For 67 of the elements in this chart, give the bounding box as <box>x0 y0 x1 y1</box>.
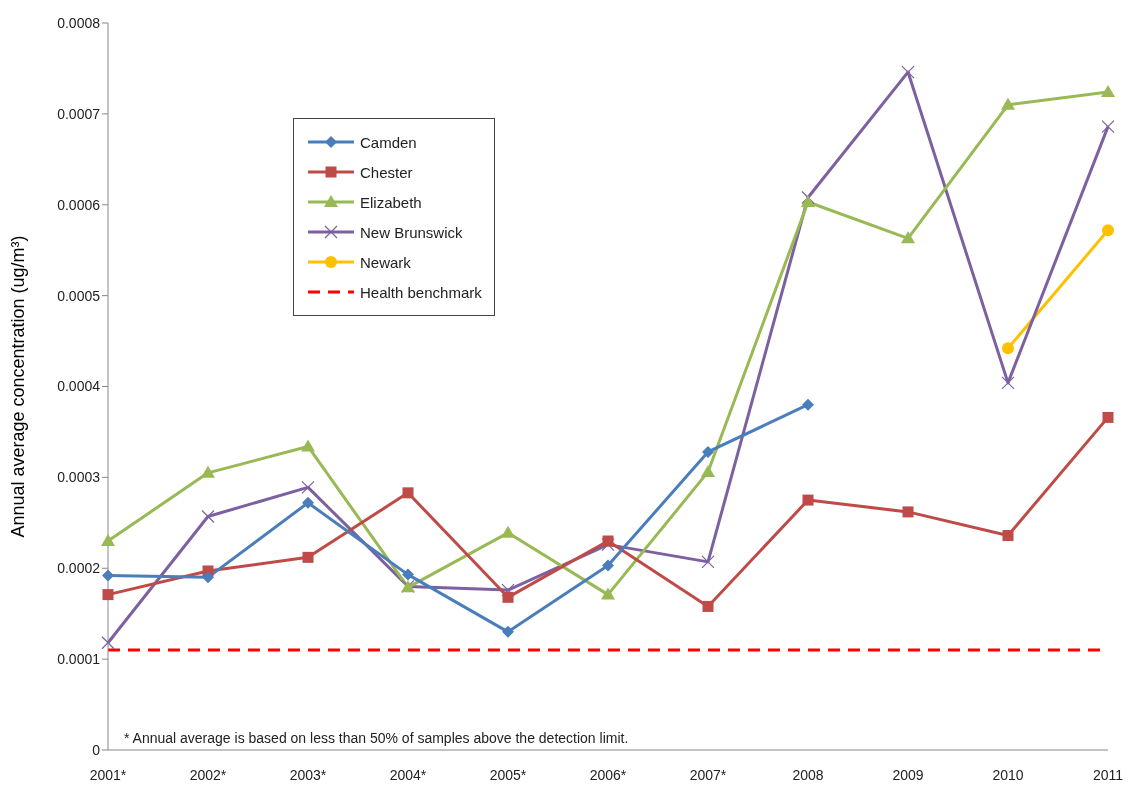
point <box>502 625 514 638</box>
point <box>602 535 614 547</box>
point <box>902 506 914 518</box>
legend-label: Elizabeth <box>360 193 422 211</box>
point <box>201 465 215 478</box>
x-tick-label: 2003* <box>289 766 327 783</box>
y-tick-label: 0.0007 <box>57 105 101 122</box>
x-tick-label: 2009 <box>892 766 924 783</box>
point <box>1002 530 1014 542</box>
y-tick-label: 0.0008 <box>57 14 101 31</box>
point <box>602 559 614 572</box>
point <box>901 65 915 79</box>
point <box>702 445 714 458</box>
x-tick-label: 2006* <box>589 766 627 783</box>
point <box>1001 376 1015 390</box>
y-tick-label: 0.0003 <box>57 469 101 486</box>
x-tick-label: 2010 <box>992 766 1024 783</box>
point <box>802 494 814 506</box>
point <box>801 190 815 205</box>
x-tick-label: 2004* <box>389 766 427 783</box>
point <box>102 589 114 601</box>
y-tick-label: 0.0006 <box>57 196 101 213</box>
x-tick-label: 2007* <box>689 766 727 783</box>
legend-label: Camden <box>360 133 417 151</box>
point <box>901 231 915 244</box>
point <box>702 600 714 612</box>
y-tick-label: 0 <box>92 741 101 758</box>
legend-label: New Brunswick <box>360 223 463 241</box>
point <box>1101 85 1115 98</box>
point <box>1101 120 1115 134</box>
point <box>301 439 315 452</box>
point <box>402 568 414 581</box>
point <box>202 571 214 584</box>
x-tick-label: 2001* <box>89 766 127 783</box>
x-tick-label: 2008 <box>792 766 824 783</box>
legend-label: Chester <box>360 163 413 181</box>
y-axis-title: Annual average concentration (ug/m³) <box>8 235 29 538</box>
y-tick-label: 0.0005 <box>57 287 101 304</box>
y-tick-label: 0.0002 <box>57 560 101 577</box>
point <box>1001 97 1015 110</box>
point <box>701 464 715 477</box>
point <box>402 487 414 499</box>
point <box>1002 342 1014 355</box>
x-tick-label: 2002* <box>189 766 227 783</box>
legend-label: Health benchmark <box>360 283 482 301</box>
y-tick-label: 0.0004 <box>57 378 101 395</box>
point <box>801 195 815 208</box>
legend-label: Newark <box>360 253 411 271</box>
point <box>302 496 314 509</box>
point <box>501 583 515 597</box>
annotation: * Annual average is based on less than 50% of samples above the detection limit. <box>124 730 629 746</box>
point <box>1102 224 1114 237</box>
point <box>101 636 115 650</box>
x-tick-label: 2011 <box>1092 766 1124 783</box>
point <box>201 509 215 524</box>
point <box>701 555 715 569</box>
point <box>802 398 814 411</box>
point <box>601 587 615 600</box>
x-tick-label: 2005* <box>489 766 527 783</box>
y-tick-label: 0.0001 <box>57 651 101 668</box>
point <box>501 525 515 538</box>
point <box>101 533 115 546</box>
point <box>302 551 314 563</box>
point <box>1102 411 1114 423</box>
point <box>502 591 514 603</box>
point <box>102 569 114 582</box>
point <box>301 480 315 494</box>
